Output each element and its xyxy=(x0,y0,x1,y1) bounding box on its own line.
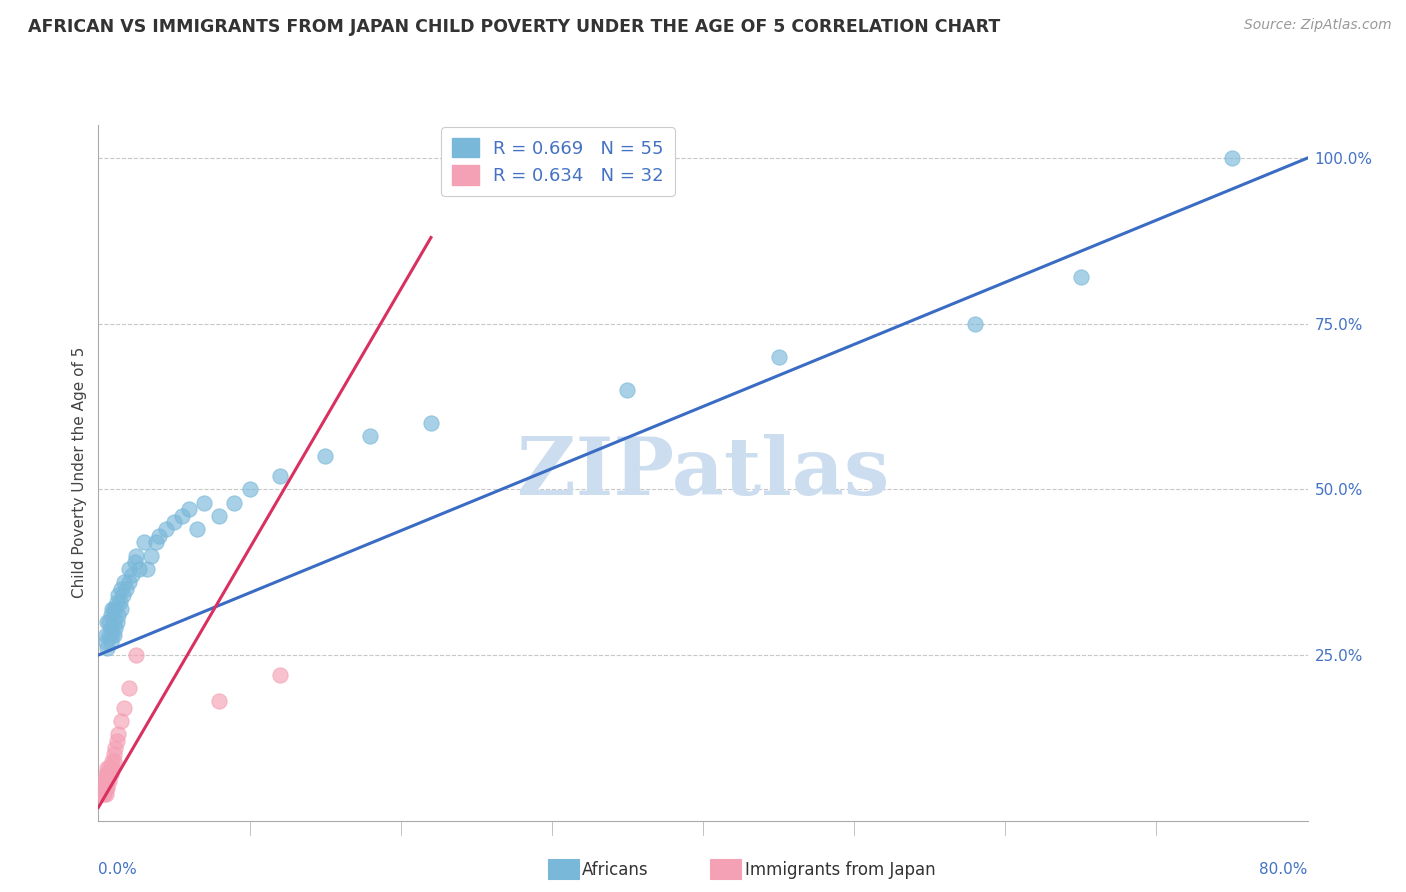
Point xyxy=(155,522,177,536)
Point xyxy=(94,787,117,801)
Point xyxy=(98,767,121,781)
Point xyxy=(269,469,291,483)
Point xyxy=(93,773,115,788)
Point xyxy=(314,449,336,463)
Point xyxy=(103,615,125,629)
Point xyxy=(90,787,112,801)
Point xyxy=(93,787,115,801)
Text: 80.0%: 80.0% xyxy=(1260,863,1308,878)
Point xyxy=(108,595,131,609)
Point xyxy=(104,601,127,615)
Text: ZIPatlas: ZIPatlas xyxy=(517,434,889,512)
Point xyxy=(101,601,124,615)
Point xyxy=(104,622,127,636)
Point xyxy=(110,582,132,596)
Point xyxy=(768,350,790,364)
Point xyxy=(96,773,118,788)
Point xyxy=(118,681,141,695)
Point xyxy=(103,601,125,615)
Point xyxy=(107,588,129,602)
Point xyxy=(91,787,114,801)
Point xyxy=(111,588,134,602)
Point xyxy=(163,516,186,530)
Point xyxy=(179,502,201,516)
Point xyxy=(94,773,117,788)
Point xyxy=(420,416,443,430)
Point xyxy=(269,668,291,682)
Point xyxy=(98,761,121,775)
Point xyxy=(224,495,246,509)
Point xyxy=(94,780,117,795)
Point xyxy=(360,429,382,443)
Point xyxy=(239,483,262,497)
Point xyxy=(100,767,122,781)
Point xyxy=(132,535,155,549)
Text: 0.0%: 0.0% xyxy=(98,863,138,878)
Point xyxy=(135,562,157,576)
Point xyxy=(91,780,114,795)
Point xyxy=(186,522,208,536)
Point xyxy=(128,562,150,576)
Point xyxy=(125,549,148,563)
Point xyxy=(112,575,135,590)
Point xyxy=(145,535,167,549)
Point xyxy=(616,383,638,397)
Point xyxy=(94,634,117,648)
Point xyxy=(96,641,118,656)
Point xyxy=(110,714,132,729)
Point xyxy=(110,601,132,615)
Point xyxy=(114,582,136,596)
Point xyxy=(101,754,124,768)
Point xyxy=(1220,151,1243,165)
Point xyxy=(965,317,987,331)
Point xyxy=(112,701,135,715)
Point xyxy=(208,508,231,523)
Point xyxy=(118,575,141,590)
Point xyxy=(141,549,163,563)
Point xyxy=(148,529,170,543)
Legend: R = 0.669   N = 55, R = 0.634   N = 32: R = 0.669 N = 55, R = 0.634 N = 32 xyxy=(441,127,675,195)
Point xyxy=(121,568,143,582)
Point xyxy=(125,648,148,662)
Point xyxy=(1070,270,1092,285)
Point xyxy=(96,780,118,795)
Point xyxy=(107,608,129,623)
Point xyxy=(105,595,128,609)
Point xyxy=(101,761,124,775)
Point xyxy=(104,740,127,755)
Point xyxy=(100,634,122,648)
Point xyxy=(98,773,121,788)
Point xyxy=(118,562,141,576)
Point xyxy=(193,495,215,509)
Point xyxy=(96,761,118,775)
Point xyxy=(100,608,122,623)
Text: Source: ZipAtlas.com: Source: ZipAtlas.com xyxy=(1244,18,1392,32)
Point xyxy=(103,747,125,762)
Point xyxy=(103,628,125,642)
Point xyxy=(103,754,125,768)
Point xyxy=(170,508,193,523)
Point xyxy=(101,628,124,642)
Point xyxy=(94,767,117,781)
Point xyxy=(124,555,146,569)
Point xyxy=(94,628,117,642)
Point xyxy=(107,727,129,741)
Point xyxy=(105,734,128,748)
Y-axis label: Child Poverty Under the Age of 5: Child Poverty Under the Age of 5 xyxy=(72,347,87,599)
Point xyxy=(98,615,121,629)
Text: AFRICAN VS IMMIGRANTS FROM JAPAN CHILD POVERTY UNDER THE AGE OF 5 CORRELATION CH: AFRICAN VS IMMIGRANTS FROM JAPAN CHILD P… xyxy=(28,18,1001,36)
Point xyxy=(96,615,118,629)
Point xyxy=(105,615,128,629)
Point xyxy=(208,694,231,708)
Text: Africans: Africans xyxy=(582,861,648,879)
Point xyxy=(100,622,122,636)
Point xyxy=(96,767,118,781)
Point xyxy=(93,780,115,795)
Point xyxy=(100,761,122,775)
Point xyxy=(98,628,121,642)
Text: Immigrants from Japan: Immigrants from Japan xyxy=(745,861,936,879)
